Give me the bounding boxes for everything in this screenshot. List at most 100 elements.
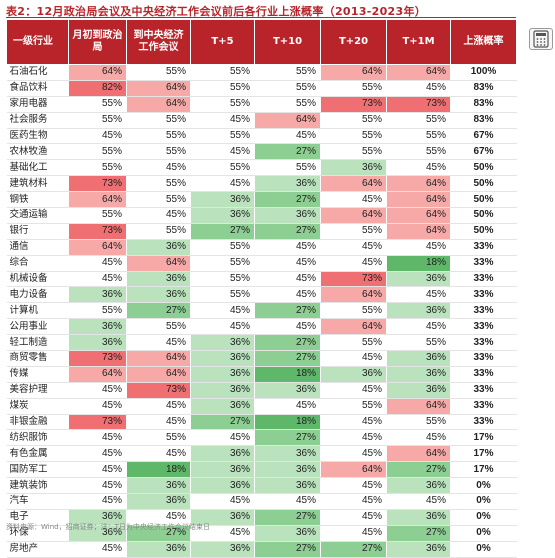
value-cell-t5: 45%	[190, 112, 255, 129]
value-cell-t5: 36%	[190, 541, 255, 558]
value-cell-t5: 27%	[190, 414, 255, 431]
probability-cell: 50%	[450, 175, 517, 193]
value-cell-t1m: 64%	[386, 175, 451, 193]
value-cell-t20: 73%	[320, 96, 387, 113]
probability-cell: 50%	[450, 159, 517, 177]
probability-cell: 33%	[450, 239, 517, 256]
probability-cell: 33%	[450, 350, 517, 367]
industry-probability-table: 一级行业 月初到政治局 到中央经济工作会议 T+5 T+10 T+20 T+1M…	[6, 19, 517, 558]
value-cell-to-cewc: 55%	[126, 429, 191, 447]
industry-cell: 农林牧渔	[6, 143, 69, 161]
header-t10: T+10	[254, 19, 321, 65]
value-cell-to-cewc: 64%	[126, 96, 191, 113]
table-row: 机械设备 45% 36% 55% 45% 73% 36% 33%	[6, 271, 517, 288]
value-cell-t10: 55%	[254, 80, 321, 97]
value-cell-t20: 64%	[320, 207, 387, 224]
value-cell-month-start: 82%	[68, 80, 127, 97]
probability-cell: 33%	[450, 334, 517, 352]
probability-cell: 50%	[450, 191, 517, 209]
table-row: 食品饮料 82% 64% 55% 55% 55% 45% 83%	[6, 80, 517, 97]
probability-cell: 0%	[450, 541, 517, 558]
industry-cell: 非银金融	[6, 414, 69, 431]
value-cell-t5: 36%	[190, 334, 255, 352]
value-cell-t10: 27%	[254, 191, 321, 209]
value-cell-t20: 64%	[320, 461, 387, 479]
value-cell-t1m: 18%	[386, 255, 451, 272]
value-cell-t10: 36%	[254, 445, 321, 463]
industry-cell: 传媒	[6, 366, 69, 383]
probability-cell: 0%	[450, 525, 517, 542]
value-cell-t5: 45%	[190, 302, 255, 320]
value-cell-t1m: 45%	[386, 493, 451, 510]
probability-cell: 17%	[450, 461, 517, 479]
value-cell-t5: 36%	[190, 445, 255, 463]
value-cell-month-start: 64%	[68, 64, 127, 81]
value-cell-to-cewc: 27%	[126, 302, 191, 320]
value-cell-t1m: 36%	[386, 382, 451, 399]
industry-cell: 电子	[6, 509, 69, 526]
industry-cell: 通信	[6, 239, 69, 256]
value-cell-to-cewc: 55%	[126, 223, 191, 240]
industry-cell: 机械设备	[6, 271, 69, 288]
value-cell-month-start: 45%	[68, 461, 127, 479]
value-cell-t5: 45%	[190, 493, 255, 510]
value-cell-month-start: 45%	[68, 429, 127, 447]
value-cell-to-cewc: 45%	[126, 445, 191, 463]
value-cell-to-cewc: 36%	[126, 493, 191, 510]
industry-cell: 钢铁	[6, 191, 69, 209]
value-cell-t20: 45%	[320, 414, 387, 431]
value-cell-to-cewc: 55%	[126, 64, 191, 81]
value-cell-t20: 64%	[320, 175, 387, 193]
table-row: 美容护理 45% 73% 36% 36% 45% 36% 33%	[6, 382, 517, 399]
industry-cell: 综合	[6, 255, 69, 272]
value-cell-t5: 36%	[190, 509, 255, 526]
value-cell-to-cewc: 45%	[126, 398, 191, 415]
value-cell-t20: 45%	[320, 191, 387, 209]
probability-cell: 33%	[450, 398, 517, 415]
value-cell-t10: 36%	[254, 175, 321, 193]
probability-cell: 33%	[450, 366, 517, 383]
value-cell-t10: 27%	[254, 350, 321, 367]
value-cell-month-start: 73%	[68, 175, 127, 193]
probability-cell: 0%	[450, 477, 517, 495]
probability-cell: 17%	[450, 429, 517, 447]
header-industry: 一级行业	[6, 19, 69, 65]
value-cell-t10: 55%	[254, 159, 321, 177]
industry-cell: 公用事业	[6, 318, 69, 336]
table-row: 通信 64% 36% 55% 45% 45% 45% 33%	[6, 239, 517, 256]
value-cell-t1m: 64%	[386, 207, 451, 224]
table-row: 公用事业 36% 55% 45% 45% 64% 45% 33%	[6, 318, 517, 336]
value-cell-to-cewc: 55%	[126, 191, 191, 209]
value-cell-t20: 45%	[320, 350, 387, 367]
value-cell-to-cewc: 55%	[126, 175, 191, 193]
value-cell-to-cewc: 55%	[126, 318, 191, 336]
value-cell-t1m: 36%	[386, 477, 451, 495]
probability-cell: 67%	[450, 143, 517, 161]
value-cell-month-start: 36%	[68, 509, 127, 526]
value-cell-t10: 45%	[254, 255, 321, 272]
industry-cell: 建筑装饰	[6, 477, 69, 495]
value-cell-t1m: 36%	[386, 302, 451, 320]
value-cell-to-cewc: 45%	[126, 334, 191, 352]
calculator-button[interactable]	[529, 28, 553, 50]
table-row: 商贸零售 73% 64% 36% 27% 45% 36% 33%	[6, 350, 517, 367]
value-cell-t1m: 45%	[386, 80, 451, 97]
value-cell-t1m: 27%	[386, 461, 451, 479]
value-cell-month-start: 45%	[68, 255, 127, 272]
table-row: 轻工制造 36% 45% 36% 27% 55% 55% 33%	[6, 334, 517, 352]
value-cell-t5: 36%	[190, 191, 255, 209]
value-cell-t10: 27%	[254, 429, 321, 447]
value-cell-month-start: 36%	[68, 318, 127, 336]
value-cell-month-start: 55%	[68, 96, 127, 113]
value-cell-t20: 55%	[320, 334, 387, 352]
table-title: 表2：12月政治局会议及中央经济工作会议前后各行业上涨概率（2013-2023年…	[6, 5, 427, 18]
value-cell-month-start: 45%	[68, 493, 127, 510]
table-row: 钢铁 64% 55% 36% 27% 45% 64% 50%	[6, 191, 517, 209]
value-cell-t20: 36%	[320, 366, 387, 383]
value-cell-t20: 45%	[320, 509, 387, 526]
table-row: 石油石化 64% 55% 55% 55% 64% 64% 100%	[6, 64, 517, 81]
value-cell-t5: 45%	[190, 143, 255, 161]
value-cell-t1m: 64%	[386, 445, 451, 463]
probability-cell: 50%	[450, 223, 517, 240]
source-note: 资料来源：Wind，招商证券；注：T日为中央经济工作会议结束日	[6, 523, 210, 531]
